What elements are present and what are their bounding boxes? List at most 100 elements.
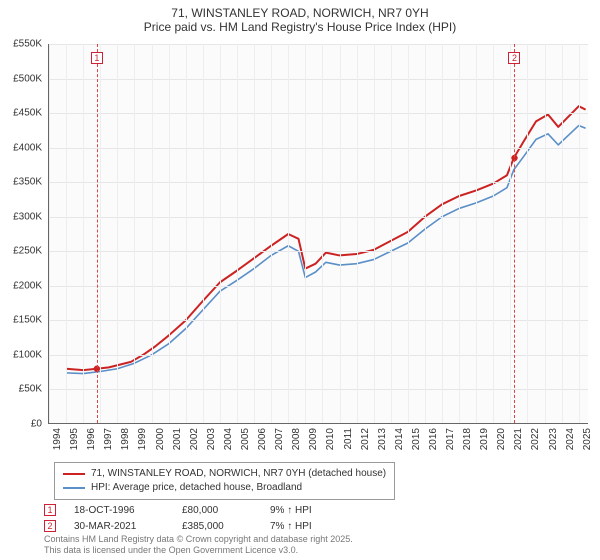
x-gridline bbox=[134, 44, 135, 423]
x-gridline bbox=[305, 44, 306, 423]
x-gridline bbox=[271, 44, 272, 423]
x-gridline bbox=[186, 44, 187, 423]
x-axis-label: 2008 bbox=[291, 428, 302, 450]
marker-dashline bbox=[514, 44, 515, 423]
x-gridline bbox=[562, 44, 563, 423]
sale-row: 1 18-OCT-1996 £80,000 9% ↑ HPI bbox=[44, 502, 312, 518]
x-axis-label: 2003 bbox=[206, 428, 217, 450]
marker-icon: 1 bbox=[44, 504, 56, 516]
y-gridline bbox=[49, 148, 588, 149]
x-gridline bbox=[288, 44, 289, 423]
x-gridline bbox=[459, 44, 460, 423]
x-gridline bbox=[203, 44, 204, 423]
title-address: 71, WINSTANLEY ROAD, NORWICH, NR7 0YH bbox=[8, 6, 592, 20]
sale-date: 18-OCT-1996 bbox=[74, 505, 164, 516]
y-axis-label: £250K bbox=[0, 246, 42, 257]
y-axis-label: £450K bbox=[0, 108, 42, 119]
legend-label: HPI: Average price, detached house, Broa… bbox=[91, 481, 302, 495]
series-price_paid bbox=[66, 106, 585, 370]
x-axis-label: 2005 bbox=[240, 428, 251, 450]
x-gridline bbox=[374, 44, 375, 423]
y-axis-label: £500K bbox=[0, 73, 42, 84]
legend-row: HPI: Average price, detached house, Broa… bbox=[63, 481, 386, 495]
x-gridline bbox=[357, 44, 358, 423]
x-axis-label: 2019 bbox=[479, 428, 490, 450]
x-gridline bbox=[391, 44, 392, 423]
x-axis-label: 2014 bbox=[394, 428, 405, 450]
x-gridline bbox=[254, 44, 255, 423]
x-axis-label: 2011 bbox=[343, 428, 354, 450]
series-hpi bbox=[66, 126, 585, 374]
x-axis-label: 1998 bbox=[120, 428, 131, 450]
sale-price: £385,000 bbox=[182, 521, 252, 532]
x-axis-label: 2020 bbox=[496, 428, 507, 450]
footer-line: Contains HM Land Registry data © Crown c… bbox=[44, 534, 592, 545]
x-gridline bbox=[66, 44, 67, 423]
x-gridline bbox=[579, 44, 580, 423]
y-gridline bbox=[49, 182, 588, 183]
x-axis-label: 2021 bbox=[513, 428, 524, 450]
x-axis-label: 2015 bbox=[411, 428, 422, 450]
sale-markers-table: 1 18-OCT-1996 £80,000 9% ↑ HPI 2 30-MAR-… bbox=[44, 502, 312, 534]
x-gridline bbox=[476, 44, 477, 423]
x-axis-label: 2016 bbox=[428, 428, 439, 450]
legend-row: 71, WINSTANLEY ROAD, NORWICH, NR7 0YH (d… bbox=[63, 467, 386, 481]
x-gridline bbox=[408, 44, 409, 423]
y-axis-label: £550K bbox=[0, 39, 42, 50]
copyright-footer: Contains HM Land Registry data © Crown c… bbox=[44, 534, 592, 556]
x-axis-label: 1994 bbox=[52, 428, 63, 450]
x-axis-label: 2013 bbox=[377, 428, 388, 450]
x-gridline bbox=[442, 44, 443, 423]
x-axis-label: 2018 bbox=[462, 428, 473, 450]
x-gridline bbox=[425, 44, 426, 423]
x-gridline bbox=[510, 44, 511, 423]
y-gridline bbox=[49, 217, 588, 218]
x-axis-label: 2022 bbox=[530, 428, 541, 450]
y-axis-label: £0 bbox=[0, 419, 42, 430]
x-gridline bbox=[169, 44, 170, 423]
x-axis-label: 2010 bbox=[325, 428, 336, 450]
legend-box: 71, WINSTANLEY ROAD, NORWICH, NR7 0YH (d… bbox=[54, 462, 395, 500]
x-gridline bbox=[527, 44, 528, 423]
y-gridline bbox=[49, 320, 588, 321]
x-axis-label: 1997 bbox=[103, 428, 114, 450]
x-gridline bbox=[152, 44, 153, 423]
legend-swatch bbox=[63, 473, 85, 475]
x-gridline bbox=[83, 44, 84, 423]
y-axis-label: £350K bbox=[0, 177, 42, 188]
sale-date: 30-MAR-2021 bbox=[74, 521, 164, 532]
x-gridline bbox=[237, 44, 238, 423]
y-axis-label: £200K bbox=[0, 280, 42, 291]
x-axis-label: 1996 bbox=[86, 428, 97, 450]
y-gridline bbox=[49, 389, 588, 390]
chart-area: £0£50K£100K£150K£200K£250K£300K£350K£400… bbox=[48, 44, 588, 424]
y-axis-label: £100K bbox=[0, 349, 42, 360]
x-axis-label: 2024 bbox=[565, 428, 576, 450]
x-gridline bbox=[117, 44, 118, 423]
sale-delta: 9% ↑ HPI bbox=[270, 505, 312, 516]
y-axis-label: £400K bbox=[0, 142, 42, 153]
x-axis-label: 2017 bbox=[445, 428, 456, 450]
x-gridline bbox=[49, 44, 50, 423]
x-gridline bbox=[340, 44, 341, 423]
x-gridline bbox=[493, 44, 494, 423]
x-gridline bbox=[220, 44, 221, 423]
y-gridline bbox=[49, 355, 588, 356]
x-axis-label: 2006 bbox=[257, 428, 268, 450]
x-axis-label: 2004 bbox=[223, 428, 234, 450]
legend-label: 71, WINSTANLEY ROAD, NORWICH, NR7 0YH (d… bbox=[91, 467, 386, 481]
y-gridline bbox=[49, 44, 588, 45]
x-axis-label: 2007 bbox=[274, 428, 285, 450]
sale-row: 2 30-MAR-2021 £385,000 7% ↑ HPI bbox=[44, 518, 312, 534]
x-axis-label: 1999 bbox=[137, 428, 148, 450]
y-axis-label: £300K bbox=[0, 211, 42, 222]
sale-price: £80,000 bbox=[182, 505, 252, 516]
x-axis-label: 2012 bbox=[360, 428, 371, 450]
x-axis-label: 2025 bbox=[582, 428, 593, 450]
marker-icon: 2 bbox=[44, 520, 56, 532]
series-svg bbox=[49, 44, 589, 424]
y-gridline bbox=[49, 286, 588, 287]
y-axis-label: £150K bbox=[0, 315, 42, 326]
y-gridline bbox=[49, 113, 588, 114]
y-axis-label: £50K bbox=[0, 384, 42, 395]
